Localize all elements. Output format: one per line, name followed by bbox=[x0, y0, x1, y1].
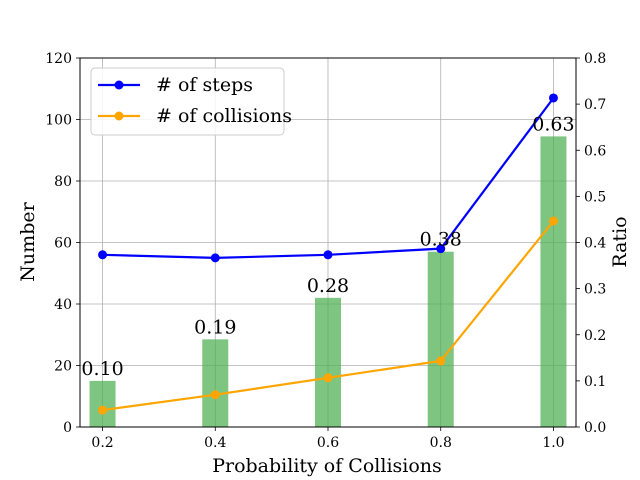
steps-point bbox=[548, 93, 558, 103]
left-tick-label: 80 bbox=[54, 174, 72, 190]
right-tick-label: 0.3 bbox=[584, 282, 606, 298]
right-tick-label: 0.2 bbox=[584, 328, 606, 344]
x-tick-label: 0.2 bbox=[91, 435, 113, 451]
left-tick-label: 100 bbox=[45, 113, 72, 129]
bar-value-label: 0.63 bbox=[532, 113, 574, 135]
left-tick-label: 20 bbox=[54, 359, 72, 375]
ratio-bar bbox=[540, 136, 567, 427]
bar-value-label: 0.10 bbox=[81, 358, 123, 380]
ratio-bar bbox=[427, 251, 454, 427]
x-tick-label: 0.6 bbox=[317, 435, 339, 451]
left-tick-label: 120 bbox=[45, 51, 72, 67]
right-tick-label: 0.6 bbox=[584, 143, 606, 159]
legend-collisions-marker bbox=[114, 111, 124, 121]
ratio-bars bbox=[89, 136, 567, 427]
right-tick-label: 0.7 bbox=[584, 97, 606, 113]
left-axis: 0 20 40 60 80 100 120 bbox=[45, 51, 80, 436]
right-tick-label: 0.0 bbox=[584, 420, 606, 436]
x-tick-label: 0.4 bbox=[204, 435, 226, 451]
ratio-bar bbox=[202, 339, 229, 427]
steps-point bbox=[210, 253, 220, 263]
left-tick-label: 60 bbox=[54, 236, 72, 252]
steps-point bbox=[98, 250, 108, 260]
bar-value-label: 0.28 bbox=[307, 275, 349, 297]
x-tick-label: 1.0 bbox=[542, 435, 564, 451]
ratio-bar bbox=[89, 380, 116, 427]
legend: # of steps # of collisions bbox=[90, 67, 292, 136]
legend-steps-marker bbox=[114, 80, 124, 90]
bar-value-labels: 0.10 0.19 0.28 0.38 0.63 bbox=[81, 113, 574, 379]
ratio-bar bbox=[315, 297, 341, 427]
collisions-point bbox=[210, 390, 220, 400]
collisions-point bbox=[98, 405, 108, 415]
steps-point bbox=[436, 244, 446, 254]
collisions-point bbox=[436, 356, 446, 366]
collisions-point bbox=[323, 373, 333, 383]
legend-steps-label: # of steps bbox=[156, 74, 253, 96]
x-axis-label: Probability of Collisions bbox=[212, 455, 442, 477]
bar-value-label: 0.38 bbox=[420, 229, 462, 251]
right-y-axis-label: Ratio bbox=[609, 216, 631, 267]
collisions-point bbox=[548, 216, 558, 226]
bar-value-label: 0.19 bbox=[194, 316, 236, 338]
steps-point bbox=[323, 250, 333, 260]
right-axis: 0.0 0.1 0.2 0.3 0.4 0.5 0.6 0.7 0.8 bbox=[576, 51, 606, 436]
right-tick-label: 0.5 bbox=[584, 189, 606, 205]
series-lines bbox=[98, 93, 558, 415]
right-tick-label: 0.8 bbox=[584, 51, 606, 67]
right-tick-label: 0.1 bbox=[584, 374, 606, 390]
left-tick-label: 40 bbox=[54, 297, 72, 313]
x-axis: 0.2 0.4 0.6 0.8 1.0 bbox=[91, 427, 565, 451]
legend-collisions-label: # of collisions bbox=[156, 105, 292, 127]
left-y-axis-label: Number bbox=[17, 201, 39, 281]
right-tick-label: 0.4 bbox=[584, 236, 606, 252]
left-tick-label: 0 bbox=[63, 420, 72, 436]
x-tick-label: 0.8 bbox=[430, 435, 452, 451]
